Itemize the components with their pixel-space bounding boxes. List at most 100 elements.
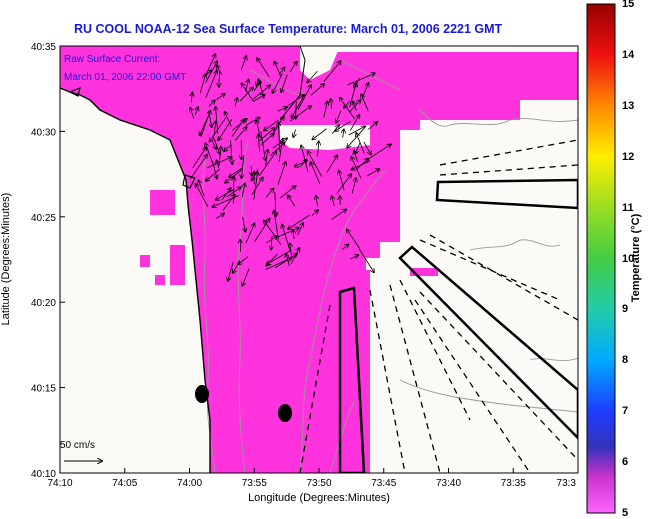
current-vector xyxy=(225,112,232,127)
current-vector xyxy=(195,107,198,115)
current-vector xyxy=(212,135,220,155)
current-vector xyxy=(288,195,296,207)
current-vector xyxy=(258,128,275,142)
colorbar-tick-label: 9 xyxy=(622,303,629,316)
current-vector xyxy=(331,125,339,134)
current-vector xyxy=(214,121,216,136)
current-vector xyxy=(311,162,321,184)
current-vector xyxy=(245,223,254,244)
y-tick-label: 40:15 xyxy=(31,384,56,395)
current-vector xyxy=(238,256,249,265)
current-vector xyxy=(350,255,358,260)
current-vector xyxy=(257,58,270,78)
current-vector xyxy=(257,78,259,86)
y-tick-label: 40:10 xyxy=(31,469,56,480)
current-vector xyxy=(231,119,244,137)
current-vector xyxy=(205,61,218,83)
y-tick-label: 40:25 xyxy=(31,213,56,224)
current-vector xyxy=(348,126,365,136)
current-vector xyxy=(296,101,297,119)
current-vector xyxy=(222,195,235,211)
current-vector xyxy=(208,100,215,107)
current-vector xyxy=(225,169,243,182)
current-vector xyxy=(251,177,263,196)
current-vector xyxy=(245,79,249,92)
current-vector xyxy=(311,210,318,217)
current-vector xyxy=(349,115,359,131)
current-vector xyxy=(293,230,294,240)
current-vector xyxy=(339,171,345,191)
current-timestamp: March 01, 2006 22:00 GMT xyxy=(64,72,186,83)
current-vector xyxy=(216,65,223,75)
current-vector xyxy=(288,214,310,229)
colorbar xyxy=(586,3,616,514)
current-vector xyxy=(216,160,218,169)
current-vector xyxy=(307,70,318,82)
current-vector xyxy=(192,147,207,169)
current-vector xyxy=(195,184,209,207)
current-vector xyxy=(277,107,287,112)
current-vector xyxy=(216,94,224,100)
current-vector xyxy=(355,159,369,171)
current-vector xyxy=(259,151,277,176)
current-vector xyxy=(242,183,245,198)
current-vector xyxy=(316,196,318,207)
current-vector xyxy=(199,74,205,94)
scale-label: 50 cm/s xyxy=(60,440,95,451)
current-vector xyxy=(242,155,244,178)
colorbar-tick-label: 13 xyxy=(622,99,635,112)
current-vector xyxy=(343,129,344,138)
current-vector xyxy=(331,209,347,220)
current-vector xyxy=(368,122,377,130)
current-vector xyxy=(358,248,374,273)
colorbar-tick-label: 5 xyxy=(622,507,629,519)
current-vector xyxy=(274,210,279,240)
x-tick-label: 74:05 xyxy=(112,478,137,489)
x-tick-label: 73:50 xyxy=(306,478,331,489)
current-vector xyxy=(326,155,338,173)
current-vector xyxy=(336,110,342,123)
y-tick-label: 40:30 xyxy=(31,127,56,138)
bathymetry-contours xyxy=(202,59,578,473)
current-vector xyxy=(234,127,246,141)
current-vector xyxy=(271,235,272,250)
current-vector xyxy=(318,141,319,157)
current-vector xyxy=(240,56,246,71)
current-vector xyxy=(233,261,241,273)
station-marker xyxy=(195,385,209,403)
current-vector xyxy=(265,258,292,270)
current-vector xyxy=(226,187,241,198)
current-vector xyxy=(347,229,361,250)
current-vector xyxy=(361,94,369,112)
current-vector xyxy=(290,243,292,259)
current-vector xyxy=(354,151,359,163)
x-tick-label: 73:55 xyxy=(242,478,267,489)
current-vector xyxy=(254,218,270,243)
current-vector xyxy=(354,77,361,88)
colorbar-tick-label: 11 xyxy=(622,201,634,214)
current-vector xyxy=(235,98,237,107)
x-tick-label: 73:40 xyxy=(436,478,461,489)
current-vector xyxy=(278,122,279,152)
current-vector xyxy=(274,61,282,78)
current-vector xyxy=(241,83,254,102)
current-vector xyxy=(216,213,224,219)
current-vector xyxy=(347,73,374,86)
station-marker xyxy=(278,404,292,422)
current-vector xyxy=(210,117,227,141)
current-vectors xyxy=(190,54,391,286)
colorbar-tick-label: 14 xyxy=(622,48,635,61)
current-vector xyxy=(312,128,327,140)
current-vector xyxy=(336,174,352,194)
current-vector xyxy=(190,108,195,119)
current-vector xyxy=(253,172,258,200)
current-vector xyxy=(224,144,232,151)
current-vector xyxy=(265,188,274,198)
current-vector xyxy=(310,84,325,96)
current-vector xyxy=(272,72,283,93)
current-vector xyxy=(219,70,220,87)
y-tick-label: 40:35 xyxy=(31,42,56,53)
current-vector xyxy=(212,160,217,179)
current-vector xyxy=(340,196,341,205)
